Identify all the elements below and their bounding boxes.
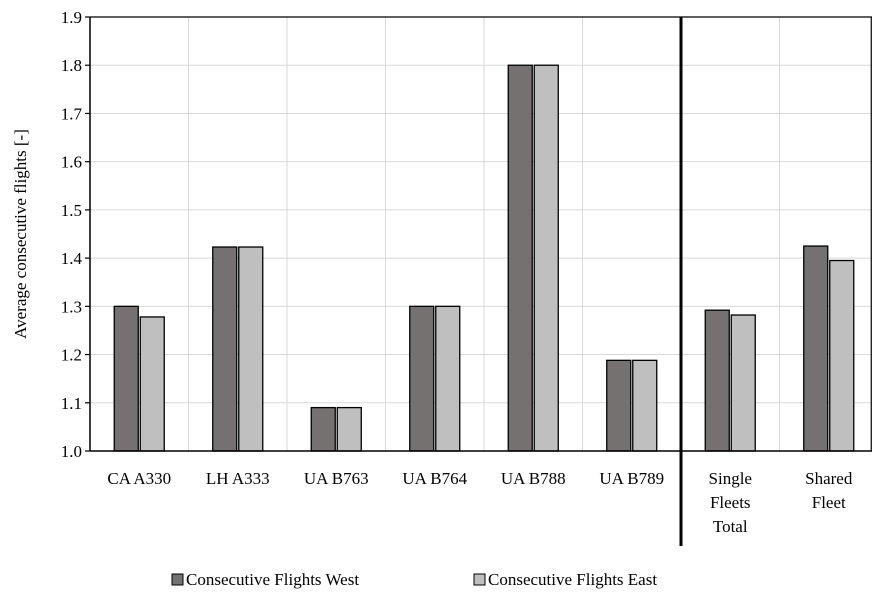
x-tick-label: UA B788	[501, 469, 566, 488]
bar-east	[533, 64, 559, 452]
x-tick-label: UA B763	[304, 469, 369, 488]
bar-west	[310, 406, 336, 452]
legend-swatch-east	[473, 573, 486, 586]
y-tick-label: 1.3	[61, 297, 82, 316]
bar-west	[803, 245, 829, 452]
bar-west	[113, 305, 139, 452]
bars	[113, 64, 855, 452]
y-tick-label: 1.5	[61, 201, 82, 220]
x-tick-label: CA A330	[107, 469, 171, 488]
gridlines	[90, 16, 872, 451]
y-tick-label: 1.6	[61, 153, 82, 172]
x-tick-label: Shared Fleet	[805, 469, 853, 512]
y-tick-label: 1.7	[61, 104, 83, 123]
bar-west	[212, 246, 238, 452]
x-tick-label: UA B764	[402, 469, 467, 488]
x-tick-label: UA B789	[599, 469, 664, 488]
legend-label-east: Consecutive Flights East	[488, 570, 657, 589]
bar-west	[606, 359, 632, 452]
bar-east	[435, 305, 461, 452]
y-tick-labels: 1.0 1.1 1.2 1.3 1.4 1.5 1.6 1.7 1.8 1.9	[61, 8, 83, 461]
bar-west	[704, 309, 730, 452]
y-tick-label: 1.2	[61, 346, 82, 365]
x-tick-labels: CA A330 LH A333 UA B763 UA B764 UA B788 UA B7…	[107, 469, 852, 536]
y-tick-label: 1.0	[61, 442, 82, 461]
bar-east	[829, 259, 855, 452]
y-tick-label: 1.8	[61, 56, 82, 75]
y-axis-label: Average consecutive flights [-]	[11, 129, 30, 339]
bar-east	[139, 316, 165, 452]
legend: Consecutive Flights West Consecutive Flig…	[171, 570, 657, 589]
bar-east	[730, 314, 756, 452]
x-tick-label: LH A333	[206, 469, 270, 488]
legend-swatch-west	[171, 573, 184, 586]
bar-east	[632, 359, 658, 452]
axes	[85, 16, 872, 546]
y-tick-label: 1.9	[61, 8, 82, 27]
bar-west	[507, 64, 533, 452]
y-tick-label: 1.1	[61, 394, 82, 413]
bar-east	[336, 406, 362, 452]
legend-label-west: Consecutive Flights West	[186, 570, 359, 589]
x-tick-label: Single Fleets Total	[709, 469, 752, 536]
bar-east	[238, 246, 264, 452]
bar-west	[409, 305, 435, 452]
y-tick-label: 1.4	[61, 249, 83, 268]
